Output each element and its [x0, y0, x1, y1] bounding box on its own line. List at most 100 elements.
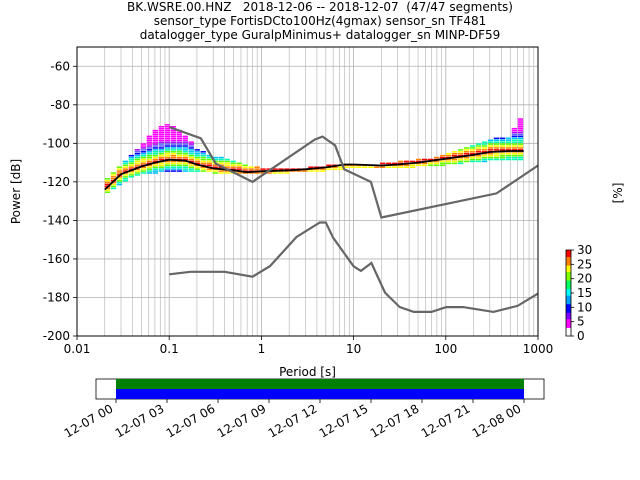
y-tick-label: -140 — [43, 213, 70, 227]
psd-histogram-cell — [140, 158, 147, 161]
colorbar-segment — [566, 320, 571, 324]
psd-histogram-cell — [487, 149, 494, 151]
psd-histogram-cell — [451, 152, 458, 155]
mode-line — [104, 150, 524, 191]
psd-histogram-cell — [200, 158, 206, 161]
psd-histogram-cell — [445, 160, 452, 163]
psd-histogram-cell — [164, 141, 170, 143]
colorbar-segment — [566, 331, 571, 335]
psd-histogram-cell — [182, 149, 188, 151]
psd-histogram-cell — [122, 164, 129, 167]
psd-histogram-cell — [493, 152, 500, 155]
psd-histogram-cell — [499, 137, 506, 140]
psd-histogram-cell — [511, 152, 518, 155]
psd-histogram-cell — [493, 137, 500, 140]
psd-histogram-cell — [170, 137, 176, 140]
psd-histogram-cell — [320, 170, 326, 172]
psd-histogram-cell — [517, 137, 524, 140]
psd-histogram-cell — [200, 152, 206, 155]
psd-histogram-cell — [505, 158, 512, 161]
psd-histogram-cell — [308, 166, 314, 168]
psd-histogram-cell — [110, 178, 117, 180]
psd-histogram-cell — [421, 162, 428, 165]
psd-histogram-cell — [134, 172, 141, 174]
psd-histogram-cell — [182, 158, 188, 161]
psd-histogram-cell — [302, 170, 308, 172]
psd-histogram-cell — [511, 145, 518, 147]
psd-histogram-cell — [146, 154, 153, 157]
psd-histogram-cell — [445, 152, 452, 155]
colorbar-tick-label: 10 — [577, 300, 592, 314]
psd-histogram-cell — [332, 168, 338, 170]
psd-histogram-cell — [188, 147, 194, 149]
colorbar-segment — [566, 295, 571, 298]
psd-histogram-cell — [505, 139, 512, 142]
psd-histogram-cell — [158, 143, 165, 145]
psd-histogram-cell — [188, 170, 194, 172]
psd-histogram-cell — [266, 168, 272, 170]
psd-histogram-cell — [170, 168, 176, 170]
psd-histogram-cell — [439, 154, 446, 157]
psd-histogram-cell — [493, 147, 500, 149]
psd-histogram-cell — [517, 158, 524, 161]
psd-histogram-cell — [368, 166, 374, 168]
psd-histogram-cell — [356, 166, 362, 168]
y-tick-label: -180 — [43, 290, 70, 304]
psd-histogram-cell — [188, 145, 194, 147]
psd-histogram-cell — [278, 168, 284, 170]
psd-histogram-cell — [475, 160, 482, 163]
psd-histogram-cell — [481, 147, 488, 149]
psd-histogram-cell — [380, 166, 386, 168]
colorbar-tick-label: 30 — [577, 243, 592, 257]
psd-histogram-cell — [170, 131, 176, 134]
psd-histogram-cell — [481, 143, 488, 145]
psd-histogram-cell — [332, 166, 338, 168]
psd-histogram-cell — [104, 183, 111, 186]
psd-histogram-cell — [212, 172, 218, 174]
psd-histogram-cell — [320, 168, 326, 170]
psd-histogram-cell — [451, 162, 458, 165]
psd-histogram-cell — [146, 166, 153, 168]
psd-histogram-cell — [475, 151, 482, 153]
psd-histogram-cell — [146, 160, 153, 163]
psd-histogram-cell — [182, 156, 188, 159]
psd-histogram-cell — [433, 164, 440, 167]
psd-histogram-cell — [511, 143, 518, 145]
psd-histogram-cell — [152, 147, 159, 149]
psd-histogram-cell — [212, 170, 218, 172]
colorbar-segment — [566, 260, 571, 264]
psd-histogram-cell — [188, 152, 194, 155]
psd-histogram-cell — [110, 187, 117, 190]
colorbar-tick-label: 25 — [577, 257, 592, 271]
y-tick-label: -100 — [43, 136, 70, 150]
psd-histogram-cell — [499, 147, 506, 149]
colorbar-segment — [566, 250, 571, 253]
psd-histogram-cell — [146, 151, 153, 153]
psd-histogram-cell — [463, 156, 470, 159]
psd-histogram-cell — [176, 154, 182, 157]
psd-histogram-cell — [176, 149, 182, 151]
psd-histogram-cell — [146, 156, 153, 159]
psd-histogram-cell — [176, 164, 182, 167]
psd-histogram-cell — [116, 179, 123, 182]
psd-histogram-cell — [152, 158, 159, 161]
psd-histogram-cell — [164, 139, 170, 142]
psd-histogram-cell — [194, 149, 200, 151]
x-tick-label: 0.01 — [64, 342, 91, 356]
psd-histogram-cell — [517, 120, 524, 122]
psd-histogram-cell — [140, 154, 147, 157]
psd-histogram-cell — [122, 179, 129, 182]
psd-histogram-cell — [158, 141, 165, 143]
psd-histogram-cell — [338, 166, 344, 168]
psd-histogram-cell — [146, 158, 153, 161]
colorbar-segment — [566, 262, 571, 266]
psd-histogram-cell — [182, 141, 188, 143]
psd-histogram-cell — [374, 166, 380, 168]
psd-histogram-cell — [481, 156, 488, 159]
psd-histogram-cell — [493, 156, 500, 159]
psd-histogram-cell — [224, 164, 230, 167]
psd-histogram-cell — [158, 127, 165, 130]
psd-histogram-cell — [206, 160, 212, 163]
psd-histogram-cell — [140, 151, 147, 153]
psd-histogram-cell — [230, 164, 236, 167]
